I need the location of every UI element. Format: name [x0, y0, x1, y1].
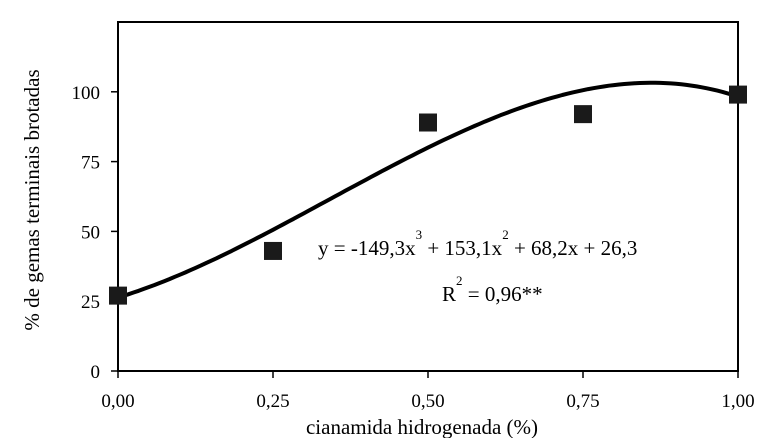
equation-part-3: + 68,2x + 26,3	[509, 236, 638, 260]
data-point-square	[264, 241, 282, 260]
fit-curve	[116, 80, 740, 300]
x-tick-label: 1,00	[721, 391, 754, 412]
r-squared-letter: R	[442, 282, 456, 306]
data-points-group	[109, 85, 747, 305]
r-squared-exponent: 2	[456, 273, 463, 288]
y-tick-label: 0	[91, 362, 101, 383]
data-point-square	[109, 286, 127, 305]
y-axis-ticks: 0 25 50 75 100	[72, 83, 118, 383]
x-tick-label: 0,25	[256, 391, 289, 412]
x-axis-ticks: 0,00 0,25 0,50 0,75 1,00	[101, 371, 755, 412]
x-tick-label: 0,00	[101, 391, 134, 412]
data-point-square	[729, 85, 747, 104]
equation-exponent-3: 3	[416, 227, 423, 242]
x-tick-label: 0,75	[566, 391, 599, 412]
chart-axes	[117, 21, 739, 372]
plot-frame	[117, 21, 739, 372]
y-tick-label: 75	[81, 153, 100, 174]
r-squared-annotation: R2 = 0,96**	[442, 273, 543, 306]
equation-part-2: + 153,1x	[422, 236, 503, 260]
r-squared-value: = 0,96**	[463, 282, 543, 306]
equation-annotation: y = -149,3x3 + 153,1x2 + 68,2x + 26,3	[318, 227, 637, 260]
data-point-square	[419, 113, 437, 132]
x-tick-label: 0,50	[411, 391, 444, 412]
y-axis-label: % de gemas terminais brotadas	[20, 69, 44, 330]
y-tick-label: 50	[81, 222, 100, 243]
data-point-square	[574, 105, 592, 124]
fit-curve-group	[116, 80, 740, 300]
x-axis-label: cianamida hidrogenada (%)	[306, 415, 538, 438]
equation-part-1: y = -149,3x	[318, 236, 416, 260]
y-tick-label: 25	[81, 292, 100, 313]
equation-exponent-2: 2	[502, 227, 509, 242]
y-tick-label: 100	[72, 83, 101, 104]
